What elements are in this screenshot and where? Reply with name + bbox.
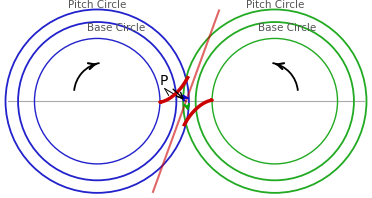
Text: Pitch Circle: Pitch Circle: [68, 0, 126, 10]
Text: Base Circle: Base Circle: [258, 23, 317, 33]
Text: Pitch Circle: Pitch Circle: [246, 0, 304, 10]
Text: Base Circle: Base Circle: [87, 23, 145, 33]
Text: P: P: [160, 74, 183, 98]
